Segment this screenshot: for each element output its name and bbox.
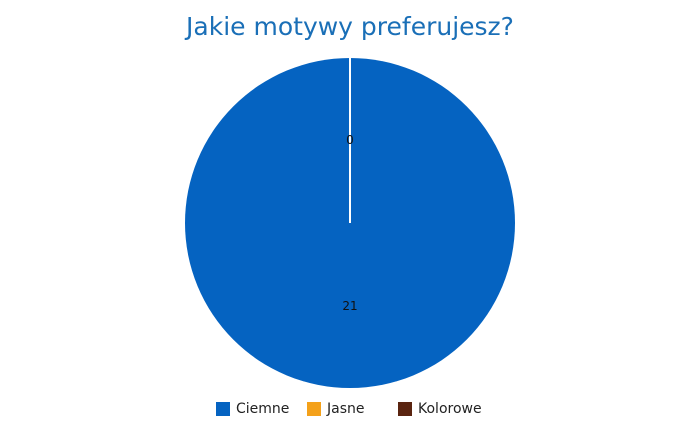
legend-item-kolorowe[interactable]: Kolorowe <box>398 401 482 417</box>
data-label-jasne: 0 <box>346 133 354 147</box>
legend-swatch-kolorowe <box>398 402 412 416</box>
legend: Ciemne Jasne Kolorowe <box>0 401 700 421</box>
chart-title: Jakie motywy preferujesz? <box>186 12 514 41</box>
legend-label-ciemne: Ciemne <box>236 401 290 417</box>
legend-label-jasne: Jasne <box>327 401 365 417</box>
legend-swatch-jasne <box>307 402 321 416</box>
legend-swatch-ciemne <box>216 402 230 416</box>
legend-label-kolorowe: Kolorowe <box>418 401 482 417</box>
data-label-ciemne: 21 <box>342 299 357 313</box>
legend-item-jasne[interactable]: Jasne <box>307 401 365 417</box>
legend-item-ciemne[interactable]: Ciemne <box>216 401 289 417</box>
